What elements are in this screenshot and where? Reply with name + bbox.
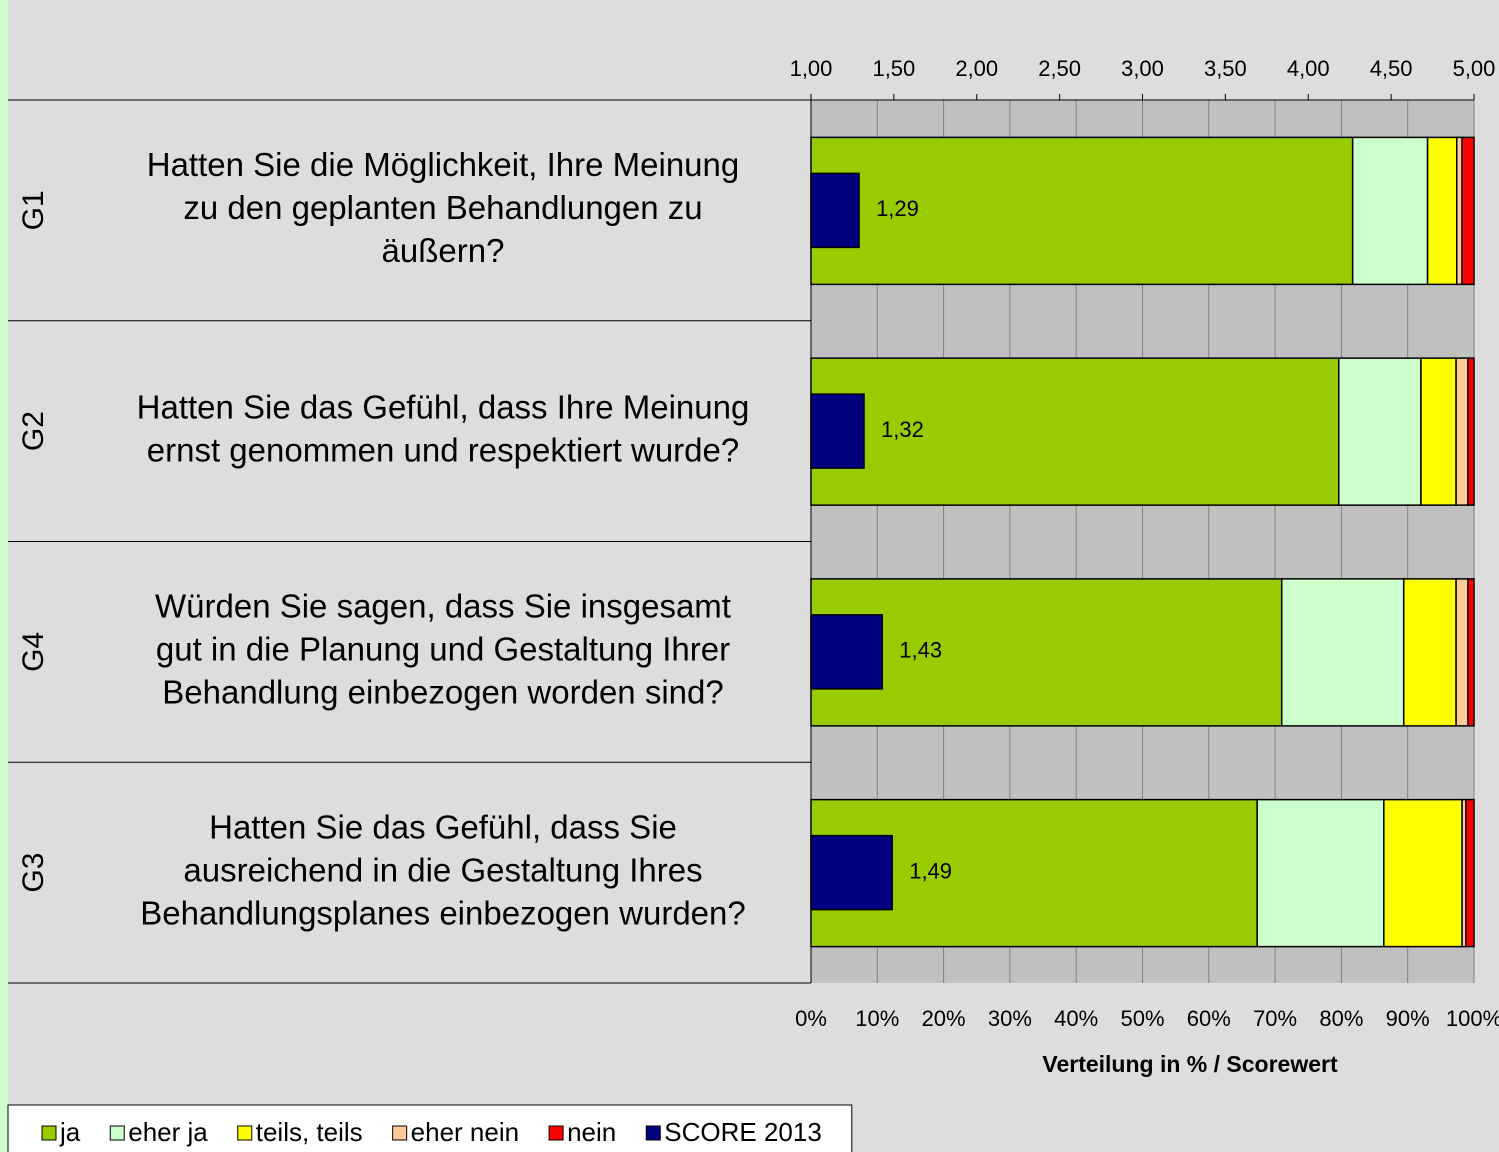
x-axis-title: Verteilung in % / Scorewert (1042, 1051, 1338, 1077)
category-label: Hatten Sie das Gefühl, dass Sie (209, 808, 677, 845)
category-code: G2 (17, 411, 50, 451)
x-tick-label: 40% (1054, 1006, 1098, 1031)
bar-segment (1426, 136, 1458, 286)
category-label: ausreichend in die Gestaltung Ihres (183, 851, 702, 888)
x2-tick-label: 4,50 (1370, 56, 1413, 81)
category-label: Behandlungsplanes einbezogen wurden? (140, 894, 746, 931)
x-tick-label: 60% (1187, 1006, 1231, 1031)
score-bar (810, 834, 893, 911)
legend-label: SCORE 2013 (664, 1117, 822, 1147)
bar-segment (1461, 136, 1475, 286)
x-tick-label: 20% (922, 1006, 966, 1031)
category-label: gut in die Planung und Gestaltung Ihrer (156, 631, 730, 668)
bar-segment (810, 357, 1340, 506)
x-tick-label: 80% (1319, 1006, 1363, 1031)
x2-tick-label: 2,50 (1038, 56, 1081, 81)
x2-tick-label: 1,50 (872, 56, 915, 81)
bar-segment (1455, 578, 1469, 727)
bar-segment (1351, 136, 1429, 286)
x2-tick-label: 5,00 (1453, 56, 1496, 81)
x-tick-label: 0% (795, 1006, 827, 1031)
legend-label: eher ja (128, 1117, 208, 1147)
bar-segment (1420, 357, 1457, 506)
category-label: Behandlung einbezogen worden sind? (162, 674, 723, 711)
category-label: Hatten Sie das Gefühl, dass Ihre Meinung (137, 388, 750, 425)
legend-label: nein (567, 1117, 616, 1147)
x-tick-label: 100% (1446, 1006, 1499, 1031)
score-bar (810, 393, 865, 469)
bar-segment (810, 136, 1354, 286)
score-bar (810, 614, 884, 690)
category-label: Würden Sie sagen, dass Sie insgesamt (155, 588, 731, 625)
x2-tick-label: 2,00 (955, 56, 998, 81)
legend-swatch (41, 1125, 57, 1141)
legend-label: teils, teils (256, 1117, 363, 1147)
category-label: ernst genommen und respektiert wurde? (147, 431, 740, 468)
category-code: G1 (17, 190, 50, 230)
category-code: G3 (17, 853, 50, 893)
score-label: 1,43 (899, 638, 942, 663)
category-label: Hatten Sie die Möglichkeit, Ihre Meinung (147, 146, 740, 183)
score-bar (810, 172, 860, 249)
category-label: äußern? (382, 232, 505, 269)
side-strip (0, 0, 8, 1152)
x2-tick-label: 3,00 (1121, 56, 1164, 81)
x-tick-label: 70% (1253, 1006, 1297, 1031)
x2-tick-label: 3,50 (1204, 56, 1247, 81)
x-tick-label: 50% (1120, 1006, 1164, 1031)
x-tick-label: 10% (855, 1006, 899, 1031)
category-code: G4 (17, 632, 50, 672)
x2-tick-label: 4,00 (1287, 56, 1330, 81)
category-label: zu den geplanten Behandlungen zu (183, 189, 702, 226)
x-tick-label: 30% (988, 1006, 1032, 1031)
legend-label: ja (59, 1117, 81, 1147)
score-label: 1,32 (881, 417, 924, 442)
legend-box (7, 1104, 853, 1152)
bar-segment (1402, 578, 1457, 727)
bar-segment (1337, 357, 1422, 506)
score-label: 1,49 (909, 858, 952, 883)
legend-swatch (645, 1125, 661, 1141)
x2-tick-label: 1,00 (790, 56, 833, 81)
legend-swatch (237, 1125, 253, 1141)
bar-segment (1467, 357, 1475, 506)
bar-segment (1467, 578, 1475, 727)
x-tick-label: 90% (1386, 1006, 1430, 1031)
bar-segment (1456, 136, 1463, 286)
bar-segment (1280, 578, 1405, 727)
bar-segment (1465, 798, 1475, 948)
score-label: 1,29 (876, 196, 919, 221)
bar-segment (1383, 798, 1463, 948)
legend-swatch (109, 1125, 125, 1141)
legend-label: eher nein (411, 1117, 519, 1147)
bar-segment (1256, 798, 1385, 948)
legend-swatch (548, 1125, 564, 1141)
legend-swatch (392, 1125, 408, 1141)
bar-segment (1455, 357, 1469, 506)
